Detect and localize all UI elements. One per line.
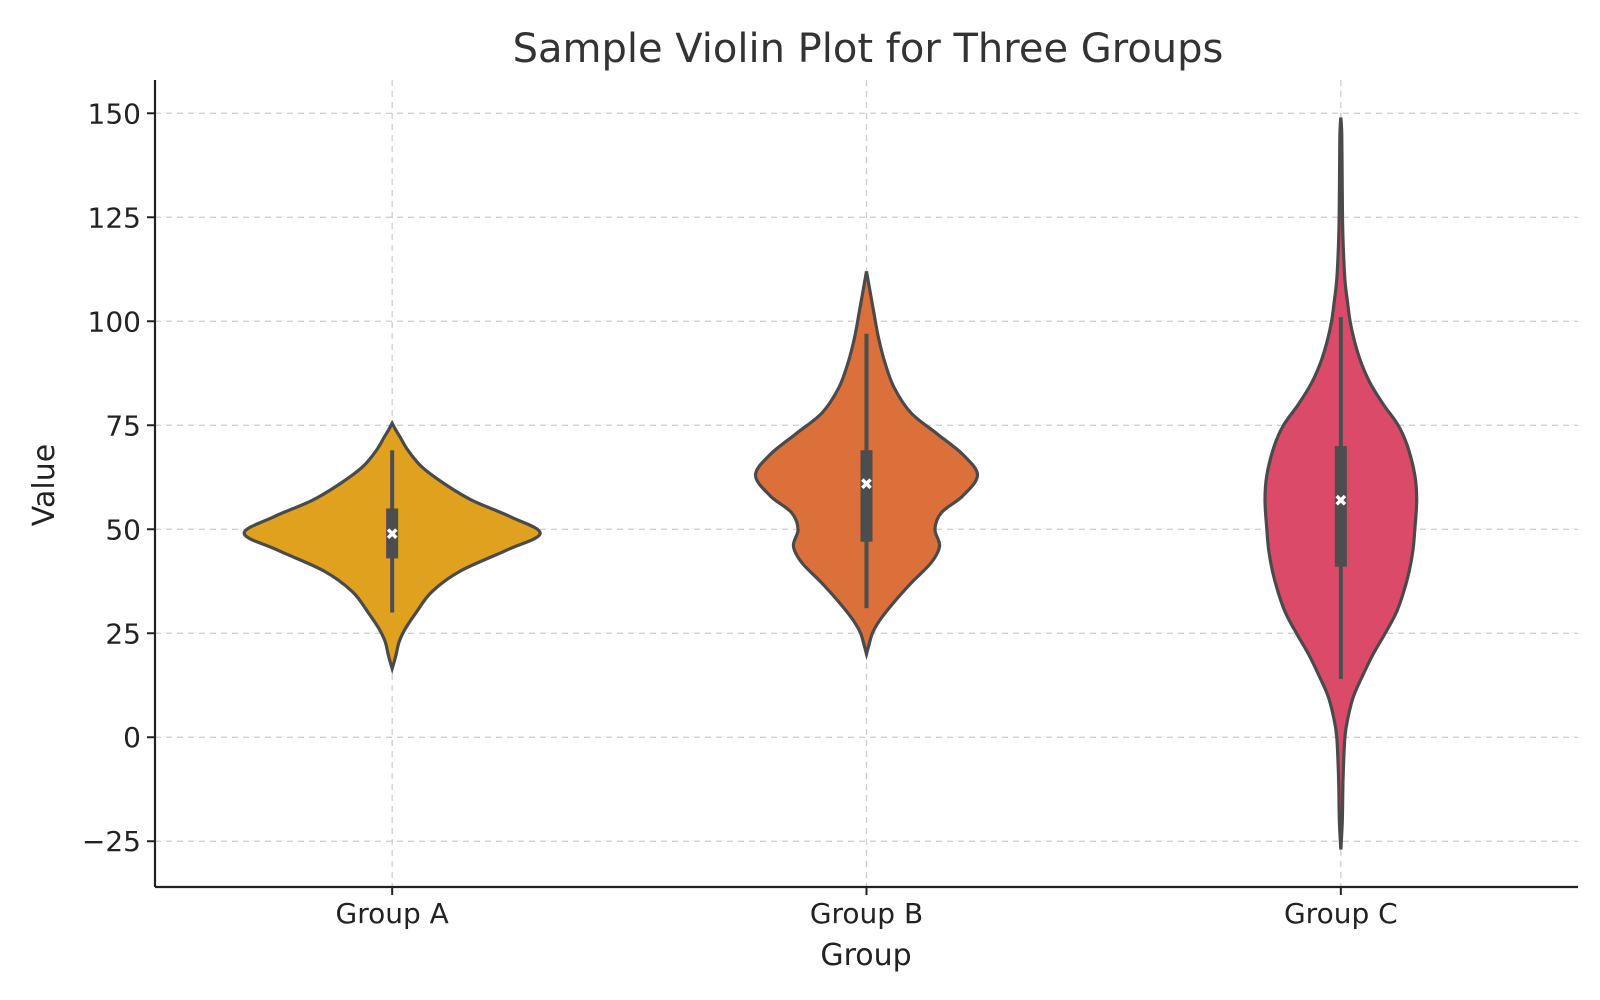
violin-iqr-box: [860, 450, 873, 542]
chart-title: Sample Violin Plot for Three Groups: [513, 26, 1224, 72]
y-tick-label: 75: [105, 409, 141, 442]
median-marker: ✖: [1334, 491, 1347, 510]
violins: ✖ ✖ ✖: [242, 117, 1419, 850]
y-tick-label: 100: [88, 305, 141, 338]
y-tick-label: −25: [82, 825, 141, 858]
median-marker: ✖: [860, 475, 873, 494]
y-tick-label: 0: [123, 721, 141, 754]
violin-iqr-box: [386, 508, 399, 559]
violin-group-b: ✖: [753, 271, 980, 661]
violin-group-a: ✖: [242, 419, 542, 675]
axis-ticks: −25 0 25 50 75 100 125 150 Group A Group B Group C: [82, 97, 1398, 930]
y-tick-label: 50: [105, 513, 141, 546]
x-tick-label: Group B: [810, 897, 923, 930]
y-axis-label: Value: [27, 444, 62, 526]
y-tick-label: 125: [88, 201, 141, 234]
y-tick-label: 150: [88, 97, 141, 130]
x-tick-label: Group C: [1284, 897, 1398, 930]
x-axis-label: Group: [820, 938, 911, 973]
violin-iqr-box: [1334, 446, 1347, 567]
x-tick-label: Group A: [336, 897, 449, 930]
median-marker: ✖: [385, 524, 398, 543]
violin-group-c: ✖: [1263, 117, 1419, 850]
y-tick-label: 25: [105, 617, 141, 650]
